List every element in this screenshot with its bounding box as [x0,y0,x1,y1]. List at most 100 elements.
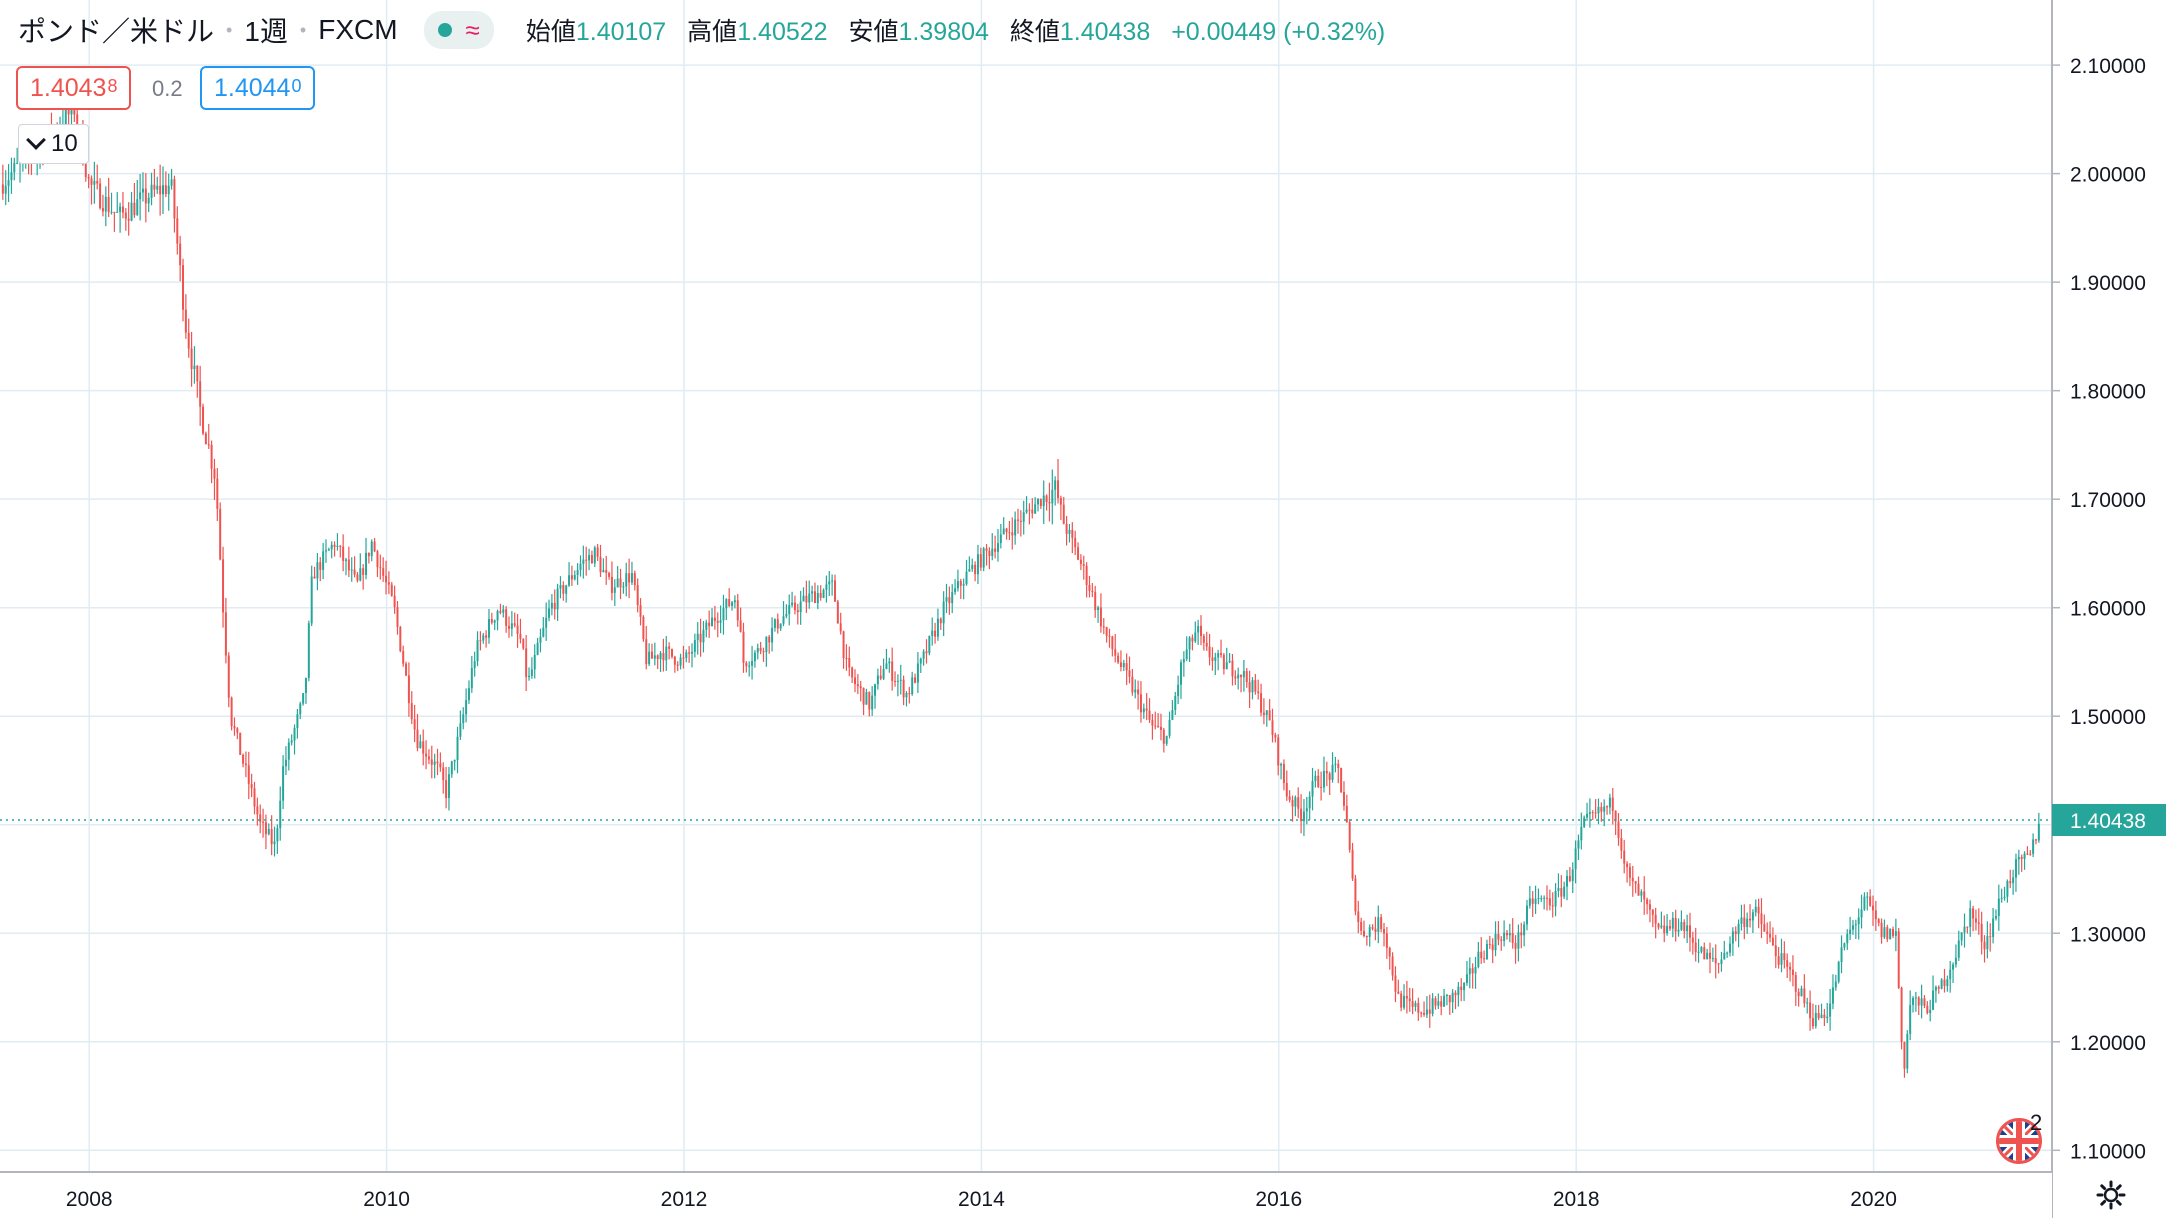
candle-body [1871,905,1874,911]
candle-body [1923,998,1926,1006]
candle-body [67,109,70,115]
candle-body [1597,806,1600,814]
candle-body [496,610,499,621]
candle-body [196,365,199,382]
candle-body [1837,962,1840,982]
candle-body [1497,934,1500,940]
candle-body [808,593,811,603]
candle-body [731,602,734,606]
candle-body [851,667,854,678]
candle-body [370,541,373,557]
candle-body [119,206,122,212]
candle-body [1074,537,1077,548]
candle-body [2037,823,2040,841]
candle-body [959,581,962,586]
candle-body [1057,480,1060,499]
candle-body [116,211,119,213]
candle-body [1394,975,1397,992]
candle-body [1843,943,1846,948]
candle-body [1202,636,1205,643]
candle-body [393,595,396,608]
buy-button[interactable]: 1.4044 0 [200,66,316,110]
market-status-pill[interactable]: ≈ [423,11,494,49]
candle-body [1780,953,1783,965]
candle-body [1677,929,1680,932]
close-value: 1.40438 [1059,18,1151,46]
gear-icon[interactable] [2096,1180,2126,1210]
candle-body [670,648,673,657]
candle-body [1300,808,1303,822]
candle-body [184,309,187,333]
candle-body [625,573,628,587]
open-label: 始値 [525,18,576,46]
candle-body [1634,881,1637,884]
candle-body [1932,990,1935,1010]
candle-body [1085,565,1088,585]
candle-body [779,623,782,629]
y-tick-label: 1.20000 [2070,1032,2146,1055]
candle-body [219,508,222,560]
candle-body [327,549,330,551]
candle-body [407,675,410,704]
candle-body [422,741,425,754]
candle-body [1849,929,1852,935]
candle-body [1451,992,1454,1003]
candle-body [1774,945,1777,957]
candle-body [1282,764,1285,783]
candle-body [756,648,759,653]
candle-body [1591,812,1594,814]
candle-body [1854,924,1857,926]
candle-body [1042,495,1045,507]
candle-body [1016,519,1019,521]
candle-body [1963,926,1966,933]
candle-body [1,184,4,194]
candle-body [1079,559,1082,565]
low-label: 安値 [848,18,899,46]
candle-body [568,575,571,586]
candle-body [619,578,622,588]
candle-body [1408,998,1411,1002]
candle-body [1740,917,1743,924]
candle-body [1783,953,1786,961]
interval-label[interactable]: 1週 [244,16,288,47]
candle-body [1909,1004,1912,1034]
candle-body [307,623,310,678]
candle-body [1800,988,1803,997]
sell-button[interactable]: 1.4043 8 [16,66,132,110]
candle-body [216,478,219,509]
candle-body [1131,676,1134,693]
candle-body [1342,792,1345,806]
candle-body [868,692,871,710]
candle-body [1760,913,1763,925]
candle-body [1428,1009,1431,1014]
candle-body [456,736,459,760]
candle-body [1614,810,1617,822]
candle-body [616,578,619,588]
candle-body [736,600,739,621]
candle-body [322,551,325,570]
candle-body [1494,934,1497,951]
candle-body [182,265,185,310]
indicator-collapse-button[interactable]: 10 [18,124,89,164]
candle-body [793,602,796,611]
candle-body [1454,992,1457,996]
candle-body [141,188,144,193]
candle-body [1917,997,1920,1006]
candle-body [1586,813,1589,818]
y-tick-label: 2.10000 [2070,55,2146,78]
uk-flag-icon[interactable] [1996,1118,2042,1164]
candle-body [1117,655,1120,663]
candle-body [1208,646,1211,658]
candle-body [1368,927,1371,937]
candle-body [854,677,856,685]
candle-body [928,636,931,654]
candle-body [559,585,562,589]
candle-body [1860,909,1863,918]
candle-body [1297,797,1300,809]
candle-body [802,595,805,602]
symbol-name[interactable]: ポンド／米ドル [18,16,215,47]
candle-body [1671,917,1674,929]
candle-body [1674,917,1677,932]
candle-body [719,620,722,623]
